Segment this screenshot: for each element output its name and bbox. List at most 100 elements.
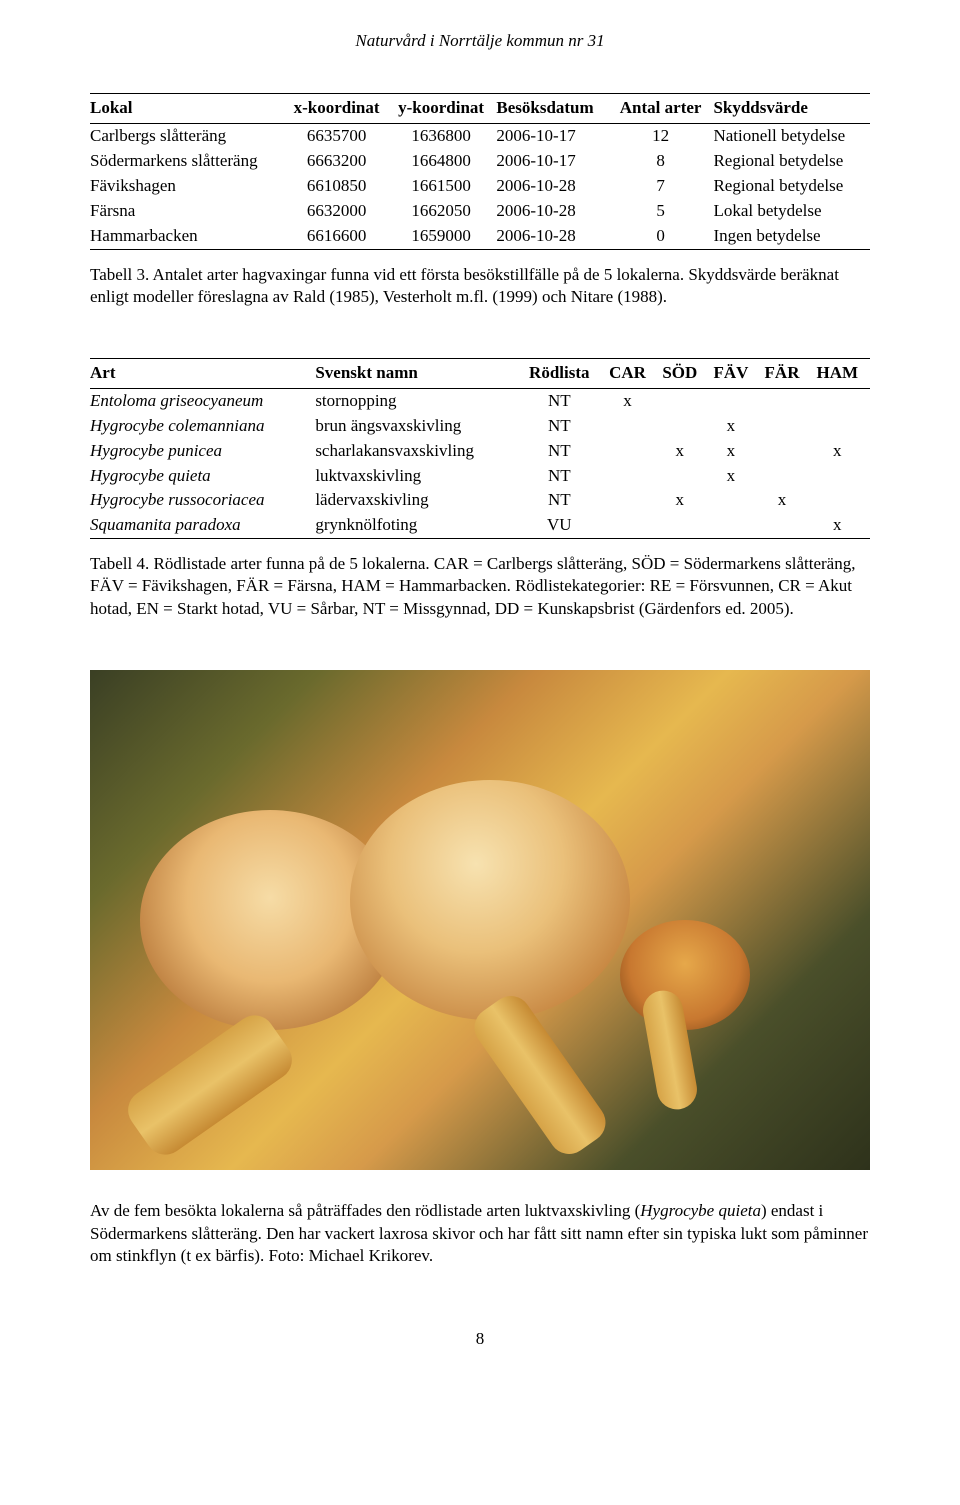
table-cell: Regional betydelse (713, 149, 870, 174)
table-cell: 2006-10-17 (496, 149, 613, 174)
table-cell: 2006-10-17 (496, 123, 613, 148)
table-cell: x (811, 439, 870, 464)
table-cell: 1661500 (392, 174, 497, 199)
table-cell: Lokal betydelse (713, 199, 870, 224)
table-row: Entoloma griseocyaneumstornoppingNTx (90, 388, 870, 413)
column-header: Art (90, 358, 315, 388)
table-cell: Squamanita paradoxa (90, 513, 315, 538)
table-cell: NT (521, 439, 604, 464)
table-cell (604, 513, 657, 538)
table-row: Färsna663200016620502006-10-285Lokal bet… (90, 199, 870, 224)
column-header: Lokal (90, 93, 287, 123)
table-cell: Hammarbacken (90, 224, 287, 249)
table-cell: x (811, 513, 870, 538)
table-cell: 6663200 (287, 149, 392, 174)
table-cell: Ingen betydelse (713, 224, 870, 249)
table-cell: lädervaxskivling (315, 488, 521, 513)
table-cell: 7 (614, 174, 714, 199)
column-header: x-koordinat (287, 93, 392, 123)
table-cell: x (604, 388, 657, 413)
table-cell: x (657, 488, 708, 513)
table-cell (759, 388, 810, 413)
table-cell (759, 414, 810, 439)
column-header: Besöksdatum (496, 93, 613, 123)
table-row: Hygrocybe russocoriacealädervaxskivlingN… (90, 488, 870, 513)
column-header: SÖD (657, 358, 708, 388)
page-number: 8 (90, 1328, 870, 1351)
table-cell (708, 388, 759, 413)
table-cell: Nationell betydelse (713, 123, 870, 148)
table-cell: 12 (614, 123, 714, 148)
column-header: FÄR (759, 358, 810, 388)
table-cell (708, 488, 759, 513)
column-header: y-koordinat (392, 93, 497, 123)
table-cell: 0 (614, 224, 714, 249)
table-cell: x (708, 414, 759, 439)
photo-mushrooms (90, 670, 870, 1170)
table-row: Hygrocybe quietaluktvaxskivlingNT x (90, 464, 870, 489)
table-cell: 2006-10-28 (496, 174, 613, 199)
table-cell: x (759, 488, 810, 513)
column-header: Skyddsvärde (713, 93, 870, 123)
table-cell: NT (521, 388, 604, 413)
table-cell: 6616600 (287, 224, 392, 249)
table-cell (811, 414, 870, 439)
photo-caption: Av de fem besökta lokalerna så påträffad… (90, 1200, 870, 1269)
table-cell: grynknölfoting (315, 513, 521, 538)
table-cell: 6610850 (287, 174, 392, 199)
table-cell: 1659000 (392, 224, 497, 249)
table-cell (604, 464, 657, 489)
table-cell: Fävikshagen (90, 174, 287, 199)
table-cell: 6635700 (287, 123, 392, 148)
table-cell (657, 464, 708, 489)
table-cell: NT (521, 414, 604, 439)
table-cell: 6632000 (287, 199, 392, 224)
table-cell (759, 513, 810, 538)
column-header: Rödlista (521, 358, 604, 388)
table-cell (708, 513, 759, 538)
table-cell: Hygrocybe quieta (90, 464, 315, 489)
table-cell: 1636800 (392, 123, 497, 148)
column-header: FÄV (708, 358, 759, 388)
table-cell (759, 439, 810, 464)
table-cell (657, 513, 708, 538)
table-cell: Entoloma griseocyaneum (90, 388, 315, 413)
running-header: Naturvård i Norrtälje kommun nr 31 (90, 30, 870, 53)
table-row: Hygrocybe colemannianabrun ängsvaxskivli… (90, 414, 870, 439)
table-cell: VU (521, 513, 604, 538)
table-cell (811, 488, 870, 513)
table-row: Squamanita paradoxagrynknölfotingVU x (90, 513, 870, 538)
table-row: Hygrocybe puniceascharlakansvaxskivlingN… (90, 439, 870, 464)
table-cell: NT (521, 464, 604, 489)
table-cell (604, 439, 657, 464)
column-header: CAR (604, 358, 657, 388)
table-cell: x (708, 464, 759, 489)
table-cell (811, 464, 870, 489)
column-header: HAM (811, 358, 870, 388)
table-cell: 2006-10-28 (496, 224, 613, 249)
table-cell: 2006-10-28 (496, 199, 613, 224)
table-cell (759, 464, 810, 489)
table-cell: luktvaxskivling (315, 464, 521, 489)
table-cell: Södermarkens slåtteräng (90, 149, 287, 174)
table-cell: Regional betydelse (713, 174, 870, 199)
table-3-caption: Tabell 3. Antalet arter hagvaxingar funn… (90, 264, 870, 308)
table-cell: Hygrocybe russocoriacea (90, 488, 315, 513)
table-cell: NT (521, 488, 604, 513)
table-cell: x (708, 439, 759, 464)
table-cell: stornopping (315, 388, 521, 413)
table-cell: x (657, 439, 708, 464)
table-cell (811, 388, 870, 413)
table-cell (604, 488, 657, 513)
table-4-caption: Tabell 4. Rödlistade arter funna på de 5… (90, 553, 870, 619)
table-cell: 1662050 (392, 199, 497, 224)
table-cell (657, 388, 708, 413)
table-3: Lokalx-koordinaty-koordinatBesöksdatumAn… (90, 93, 870, 250)
table-cell: 5 (614, 199, 714, 224)
table-cell: Färsna (90, 199, 287, 224)
table-cell: scharlakansvaxskivling (315, 439, 521, 464)
column-header: Svenskt namn (315, 358, 521, 388)
table-row: Hammarbacken661660016590002006-10-280Ing… (90, 224, 870, 249)
table-cell: Carlbergs slåtteräng (90, 123, 287, 148)
table-cell (657, 414, 708, 439)
